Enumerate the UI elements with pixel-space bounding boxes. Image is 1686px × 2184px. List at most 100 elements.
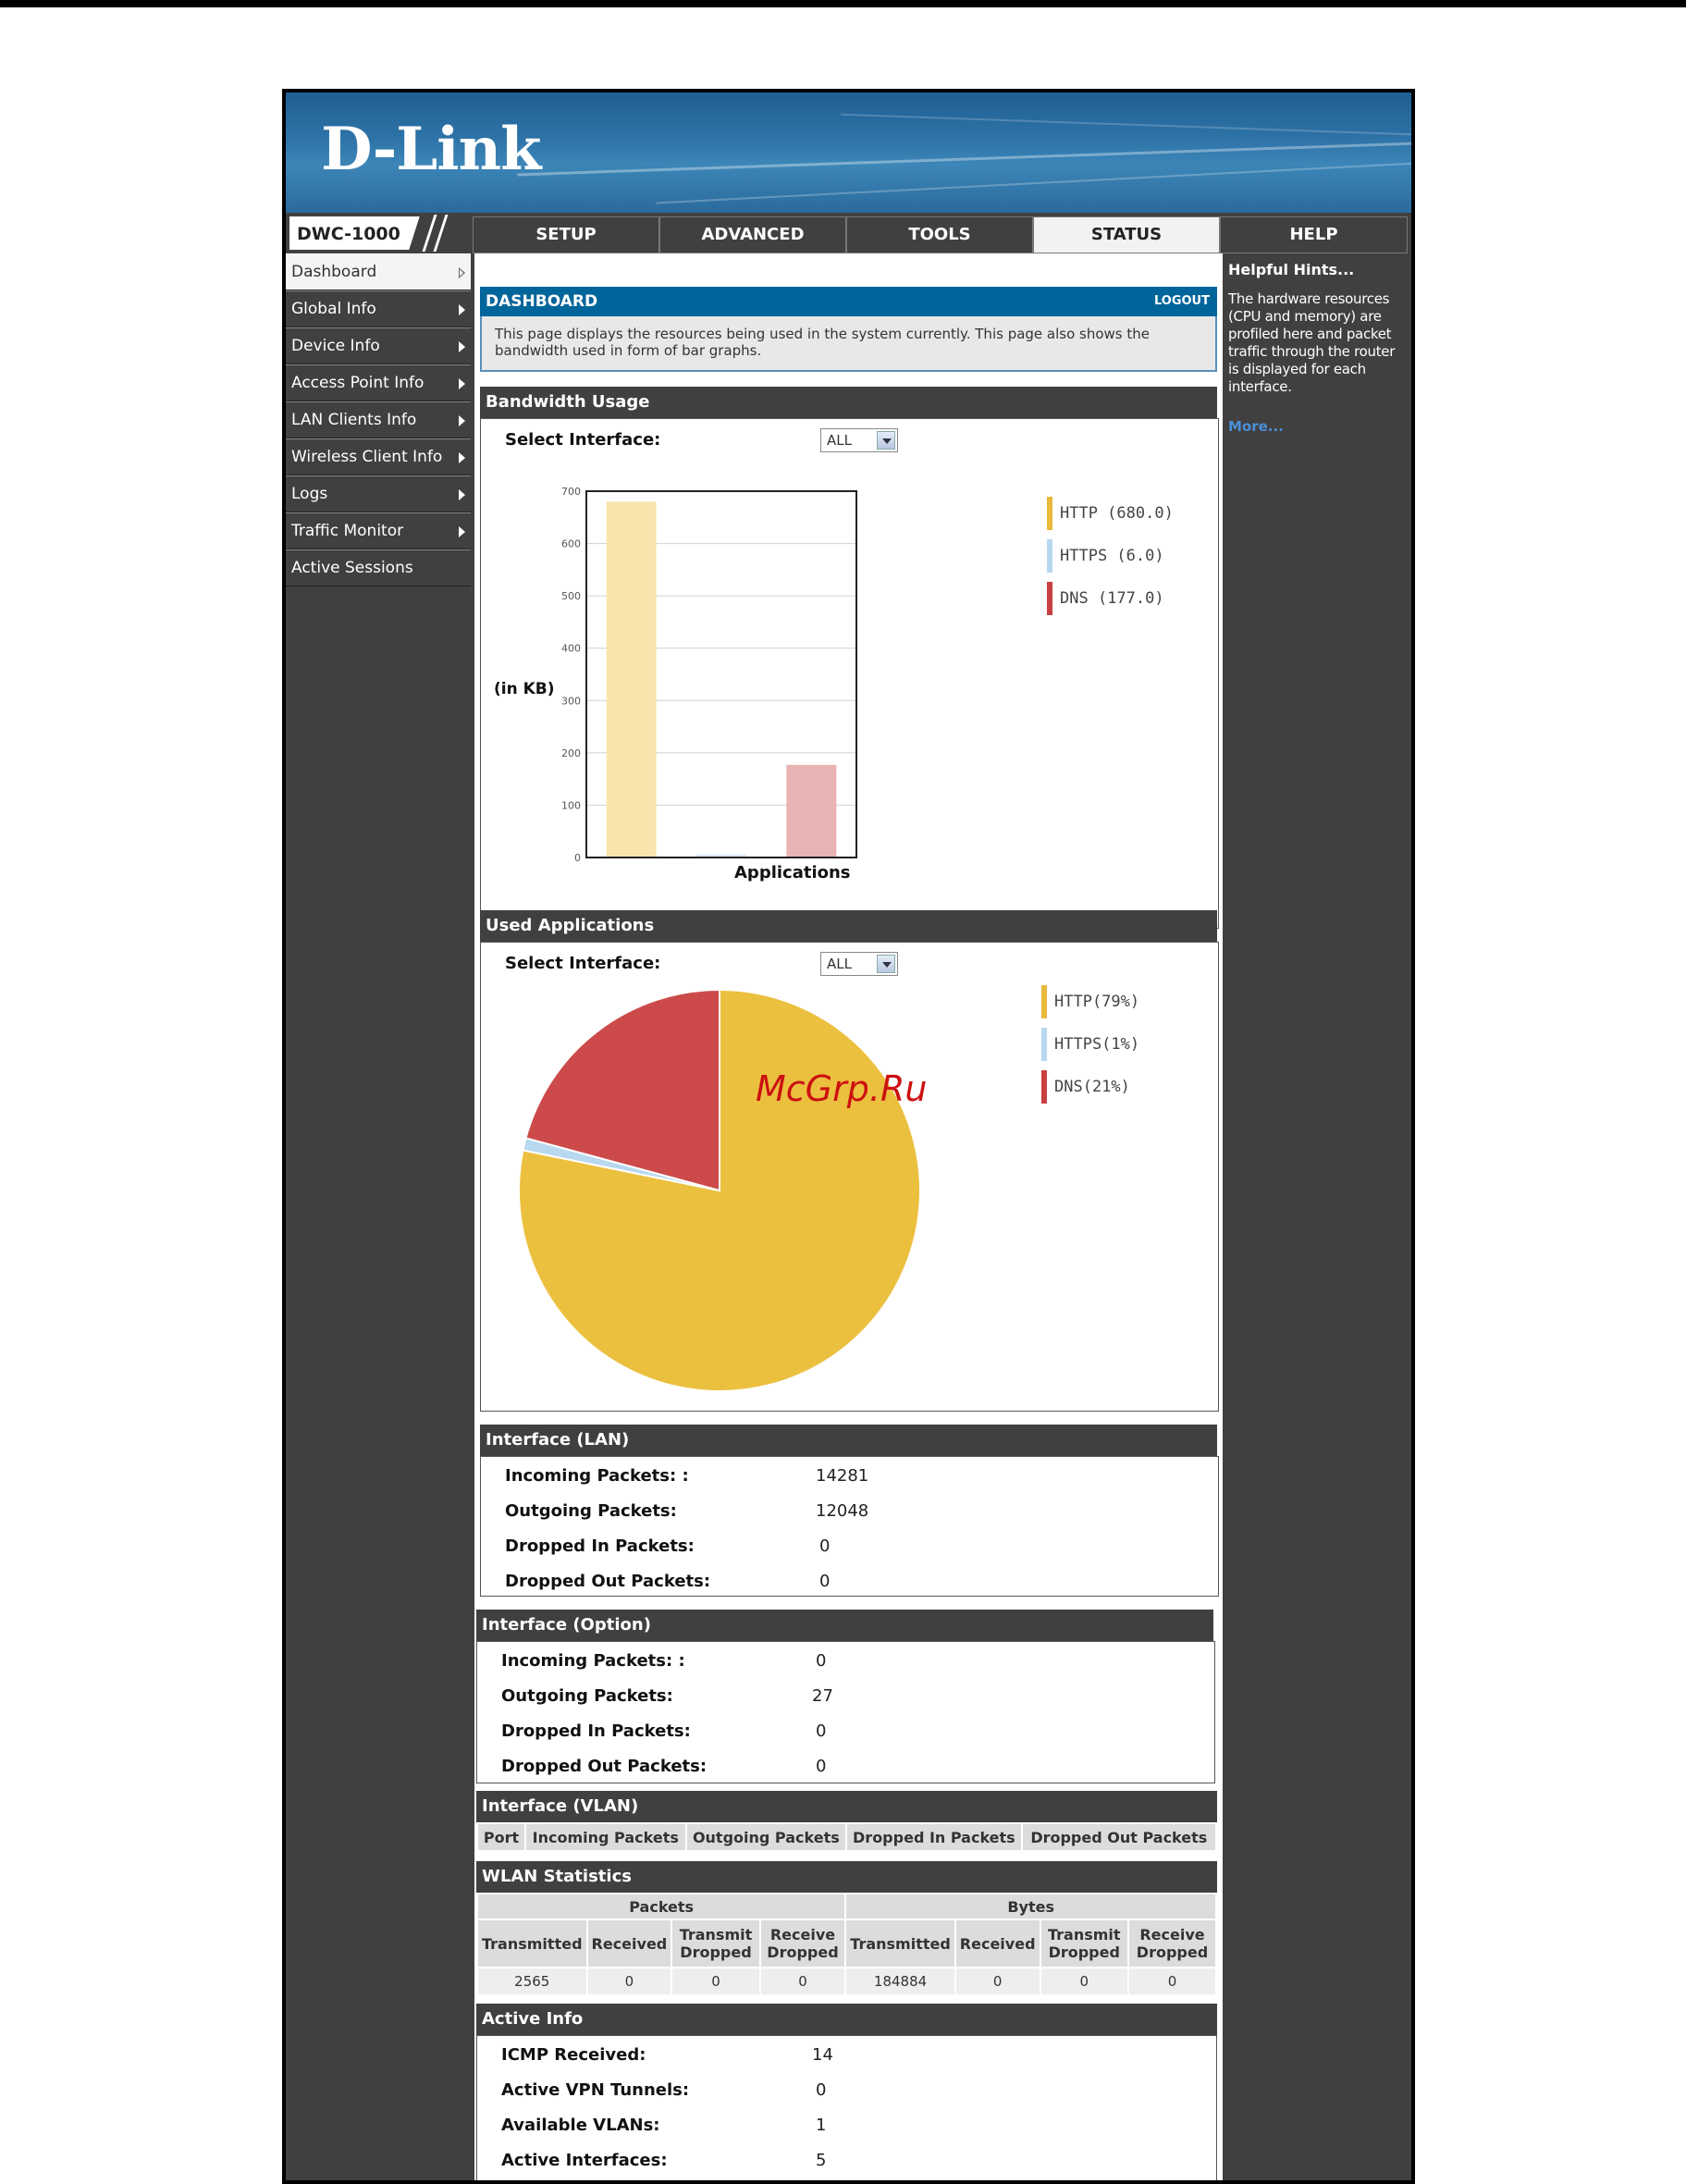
active-vpn-label: Active VPN Tunnels: [501,2080,690,2100]
vlan-section-header: Interface (VLAN) [476,1791,1217,1822]
vlan-col-dropped-in: Dropped In Packets [845,1822,1023,1852]
sidebar-item-label: Active Sessions [291,559,413,577]
dlink-logo: D-Link [321,115,541,184]
y-tick-label: 200 [561,747,581,759]
y-tick-label: 400 [561,643,581,655]
sidebar-item-active-sessions[interactable]: Active Sessions [286,549,471,586]
sidebar-item-label: Global Info [291,300,376,318]
sidebar-item-label: Logs [291,485,328,503]
legend-dns: DNS (177.0) [1047,582,1164,615]
chevron-right-icon [459,415,465,426]
chevron-down-icon[interactable] [877,431,895,450]
option-outgoing-label: Outgoing Packets: [501,1686,673,1706]
top-navigation: DWC-1000 SETUP ADVANCED TOOLS STATUS HEL… [286,213,1411,253]
sidebar-item-traffic-monitor[interactable]: Traffic Monitor [286,512,471,549]
tab-setup[interactable]: SETUP [473,216,659,253]
brand-banner: D-Link [286,93,1411,213]
wlan-val-receive-dropped-bytes: 0 [1126,1967,1218,1996]
main-content: DASHBOARD LOGOUT This page displays the … [474,253,1223,2180]
y-tick-label: 500 [561,590,581,602]
bandwidth-select-label: Select Interface: [505,430,661,450]
lan-section-header: Interface (LAN) [480,1425,1217,1456]
tab-help[interactable]: HELP [1220,216,1408,253]
used-apps-section-header: Used Applications [480,910,1217,942]
wlan-group-bytes: Bytes [844,1893,1217,1920]
legend-https-pct: HTTPS(1%) [1041,1028,1139,1061]
option-dropped-in-label: Dropped In Packets: [501,1721,691,1741]
help-more-link[interactable]: More... [1228,418,1284,435]
lan-outgoing-value: 12048 [816,1501,869,1521]
wlan-col-receive-dropped-bytes: Receive Dropped [1126,1919,1218,1968]
model-name: DWC-1000 [297,224,400,244]
wlan-section-header: WLAN Statistics [476,1861,1217,1893]
bandwidth-section-header: Bandwidth Usage [480,387,1217,418]
vlan-col-incoming: Incoming Packets [523,1822,687,1852]
wlan-group-packets: Packets [475,1893,847,1920]
wlan-table: Packets Bytes Transmitted Received Trans… [475,1893,1218,1996]
sidebar-item-label: Device Info [291,337,380,355]
legend-dns-pct: DNS(21%) [1041,1070,1130,1104]
chevron-down-icon[interactable] [877,955,895,973]
sidebar-item-label: Access Point Info [291,374,425,392]
tab-status[interactable]: STATUS [1033,216,1220,253]
help-panel: Helpful Hints... The hardware resources … [1223,253,1411,2180]
top-border [0,0,1686,7]
sidebar-item-global-info[interactable]: Global Info [286,290,471,327]
bar-dns [786,764,837,858]
lan-dropped-out-label: Dropped Out Packets: [505,1572,711,1591]
used-apps-interface-select[interactable]: ALL [820,952,898,976]
sidebar-item-dashboard[interactable]: Dashboard [286,253,471,290]
pie-slice-dns [524,989,720,1192]
wlan-col-received: Received [585,1919,673,1968]
bar-https [696,854,746,858]
select-value: ALL [827,432,852,449]
wlan-val-transmitted-bytes: 184884 [844,1967,956,1996]
watermark: McGrp.Ru [756,1068,928,1109]
used-apps-panel: Select Interface: ALL HTTP(79%) HTTPS(1%… [480,942,1219,1412]
bar-http [606,501,657,858]
chevron-right-icon [459,452,465,463]
lan-dropped-in-label: Dropped In Packets: [505,1536,695,1556]
sidebar-item-lan-clients-info[interactable]: LAN Clients Info [286,401,471,438]
sidebar-item-access-point-info[interactable]: Access Point Info [286,364,471,401]
help-text: The hardware resources (CPU and memory) … [1228,290,1396,395]
lan-outgoing-label: Outgoing Packets: [505,1501,677,1521]
legend-https: HTTPS (6.0) [1047,539,1164,573]
lan-incoming-value: 14281 [816,1466,869,1486]
available-vlans-label: Available VLANs: [501,2116,660,2135]
page-title: DASHBOARD [486,292,598,311]
active-info-section-header: Active Info [476,2004,1217,2035]
bandwidth-interface-select[interactable]: ALL [820,428,898,452]
bandwidth-xlabel: Applications [734,863,851,882]
lan-incoming-label: Incoming Packets: : [505,1466,689,1486]
option-panel: Incoming Packets: : 0 Outgoing Packets: … [476,1641,1215,1783]
option-dropped-out-label: Dropped Out Packets: [501,1757,708,1776]
select-value: ALL [827,956,852,972]
y-tick-label: 300 [561,695,581,707]
wlan-val-transmitted: 2565 [476,1967,588,1996]
vlan-col-dropped-out: Dropped Out Packets [1020,1822,1218,1852]
y-tick-label: 700 [561,486,581,498]
vlan-col-port: Port [476,1822,526,1852]
option-dropped-in-value: 0 [816,1721,827,1741]
active-interfaces-value: 5 [816,2151,827,2170]
icmp-received-label: ICMP Received: [501,2045,646,2065]
help-title: Helpful Hints... [1228,261,1355,278]
sidebar-item-device-info[interactable]: Device Info [286,327,471,364]
vlan-col-outgoing: Outgoing Packets [684,1822,848,1852]
chevron-right-icon [459,341,465,352]
sidebar-item-wireless-client-info[interactable]: Wireless Client Info [286,438,471,475]
wlan-col-transmit-dropped: Transmit Dropped [671,1919,761,1968]
tab-tools[interactable]: TOOLS [846,216,1033,253]
sidebar-item-logs[interactable]: Logs [286,475,471,512]
y-tick-label: 600 [561,538,581,550]
slash-decoration [408,213,473,253]
vlan-table: Port Incoming Packets Outgoing Packets D… [476,1822,1218,1852]
y-tick-label: 0 [574,852,581,864]
chevron-right-icon [459,489,465,500]
sidebar-item-label: Wireless Client Info [291,448,443,466]
tab-advanced[interactable]: ADVANCED [659,216,846,253]
chevron-right-icon [459,267,465,278]
logout-link[interactable]: LOGOUT [1153,294,1210,308]
option-dropped-out-value: 0 [816,1757,827,1776]
